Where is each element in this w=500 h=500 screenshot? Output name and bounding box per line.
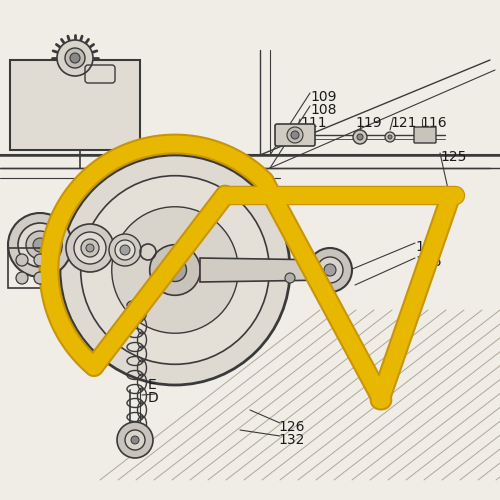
Text: 104: 104 [415, 240, 442, 254]
Text: D: D [148, 391, 159, 405]
Circle shape [66, 224, 114, 272]
Circle shape [60, 155, 290, 385]
Circle shape [33, 238, 47, 252]
Circle shape [120, 245, 130, 255]
Circle shape [291, 131, 299, 139]
Circle shape [115, 240, 135, 260]
Text: 121: 121 [390, 116, 416, 130]
Circle shape [18, 223, 62, 267]
Circle shape [150, 244, 200, 296]
Circle shape [125, 430, 145, 450]
Circle shape [308, 248, 352, 292]
Circle shape [86, 244, 94, 252]
Text: 125: 125 [440, 150, 466, 164]
Text: G: G [42, 268, 53, 282]
Circle shape [324, 264, 336, 276]
Circle shape [8, 213, 72, 277]
Circle shape [317, 257, 343, 283]
Text: F: F [42, 255, 50, 269]
Polygon shape [200, 258, 330, 282]
Text: 108: 108 [310, 103, 336, 117]
Circle shape [164, 258, 186, 281]
Text: 109: 109 [310, 90, 336, 104]
Text: 119: 119 [355, 116, 382, 130]
Circle shape [16, 272, 28, 284]
Text: E: E [148, 378, 157, 392]
Circle shape [285, 273, 295, 283]
Circle shape [65, 48, 85, 68]
Circle shape [34, 254, 46, 266]
Circle shape [109, 234, 141, 266]
Circle shape [80, 176, 270, 364]
Text: 106: 106 [415, 255, 442, 269]
Circle shape [26, 231, 54, 259]
Circle shape [117, 422, 153, 458]
Circle shape [131, 436, 139, 444]
Circle shape [57, 40, 93, 76]
Circle shape [357, 134, 363, 140]
Circle shape [70, 53, 80, 63]
FancyBboxPatch shape [275, 124, 315, 146]
Text: 111: 111 [300, 116, 326, 130]
Circle shape [112, 207, 238, 333]
Circle shape [16, 254, 28, 266]
Circle shape [287, 127, 303, 143]
Text: 132: 132 [278, 433, 304, 447]
Circle shape [81, 239, 99, 257]
Circle shape [74, 232, 106, 264]
Circle shape [34, 272, 46, 284]
FancyBboxPatch shape [414, 127, 436, 143]
Circle shape [385, 132, 395, 142]
Text: 116: 116 [420, 116, 446, 130]
FancyBboxPatch shape [10, 60, 140, 150]
Text: 126: 126 [278, 420, 304, 434]
Circle shape [388, 135, 392, 139]
Circle shape [353, 130, 367, 144]
